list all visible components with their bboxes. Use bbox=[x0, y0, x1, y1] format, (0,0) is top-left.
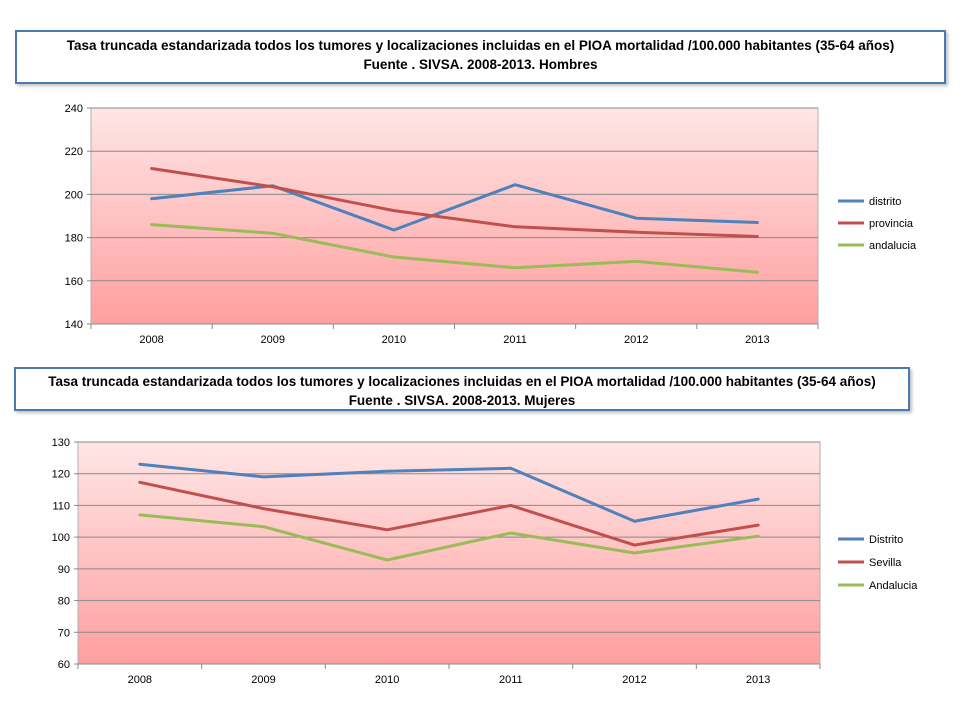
chart-title-women-line2: Fuente . SIVSA. 2008-2013. Mujeres bbox=[348, 393, 576, 408]
y-tick-label: 240 bbox=[65, 103, 83, 115]
line-chart-women: 60 70 80 90 100 110 120 130 2008 2009 2010 2011 2012… bbox=[52, 437, 919, 686]
line-chart-men: 140 160 180 200 220 240 2008 2009 2010 2011 2012 20… bbox=[65, 103, 917, 346]
legend-label: provincia bbox=[869, 218, 914, 230]
y-tick-label: 220 bbox=[65, 146, 83, 158]
x-tick-label: 2009 bbox=[251, 674, 275, 686]
x-tick-label: 2009 bbox=[261, 334, 285, 346]
x-tick-label: 2012 bbox=[624, 334, 648, 346]
x-tick-label: 2010 bbox=[375, 674, 399, 686]
legend-label: distrito bbox=[869, 196, 901, 208]
legend-label: Distrito bbox=[869, 534, 903, 546]
x-tick-label: 2008 bbox=[128, 674, 152, 686]
series-line-sevilla bbox=[138, 480, 760, 547]
y-tick-label: 140 bbox=[65, 319, 83, 331]
chart-title-women-line1: Tasa truncada estandarizada todos los tu… bbox=[48, 374, 876, 389]
y-tick-label: 110 bbox=[52, 500, 70, 512]
y-tick-label: 90 bbox=[58, 564, 70, 576]
plot-area bbox=[77, 441, 821, 665]
chart-title-men-line1: Tasa truncada estandarizada todos los tu… bbox=[66, 38, 895, 53]
chart-title-men: Tasa truncada estandarizada todos los tu… bbox=[15, 30, 946, 84]
x-tick-label: 2011 bbox=[499, 674, 523, 686]
y-tick-label: 160 bbox=[65, 276, 83, 288]
y-tick-label: 130 bbox=[52, 437, 70, 449]
y-tick-label: 200 bbox=[65, 189, 83, 201]
x-tick-label: 2013 bbox=[745, 334, 769, 346]
series-line-distrito bbox=[138, 462, 760, 523]
y-tick-label: 70 bbox=[58, 627, 70, 639]
y-tick-label: 100 bbox=[52, 532, 70, 544]
legend-label: andalucia bbox=[869, 240, 917, 252]
y-tick-label: 80 bbox=[58, 596, 70, 608]
x-tick-label: 2012 bbox=[622, 674, 646, 686]
chart-title-women: Tasa truncada estandarizada todos los tu… bbox=[14, 367, 910, 411]
legend-label: Sevilla bbox=[869, 557, 902, 569]
x-tick-label: 2008 bbox=[139, 334, 163, 346]
x-tick-label: 2011 bbox=[503, 334, 527, 346]
y-tick-label: 180 bbox=[65, 233, 83, 245]
series-line-distrito bbox=[150, 183, 759, 232]
x-tick-label: 2013 bbox=[746, 674, 770, 686]
y-tick-label: 60 bbox=[58, 659, 70, 671]
legend-label: Andalucia bbox=[869, 580, 918, 592]
y-tick-label: 120 bbox=[52, 469, 70, 481]
plot-area bbox=[90, 107, 819, 325]
x-tick-label: 2010 bbox=[382, 334, 406, 346]
series-line-andalucia bbox=[150, 223, 759, 274]
series-line-provincia bbox=[150, 167, 759, 238]
chart-title-men-line2: Fuente . SIVSA. 2008-2013. Hombres bbox=[363, 57, 598, 72]
series-line-andalucia bbox=[138, 513, 760, 562]
